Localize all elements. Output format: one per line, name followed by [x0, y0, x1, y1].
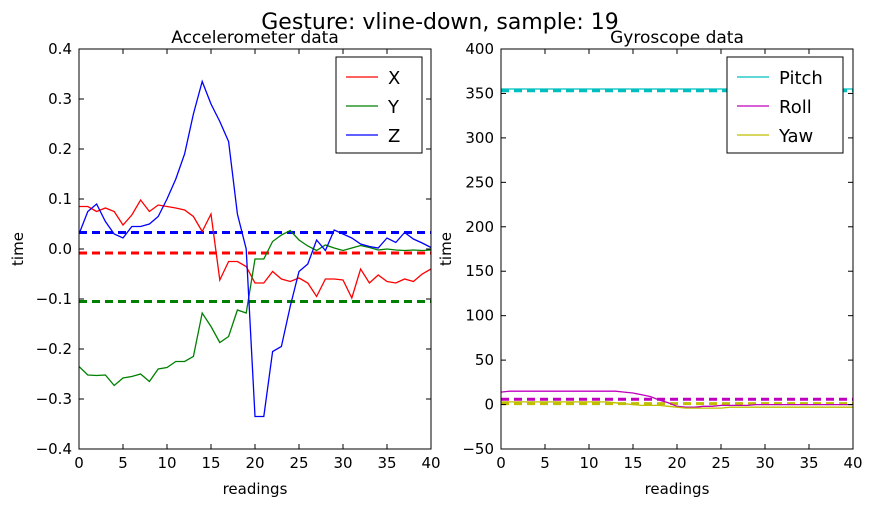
accelerometer-legend-label-x: X	[388, 68, 400, 89]
gyroscope-ytick-label: 250	[465, 173, 494, 191]
gyroscope-xtick-label: 40	[843, 454, 862, 472]
accelerometer-xtick-label: 10	[157, 454, 176, 472]
gyroscope-chart: Gyroscope data readings time 0 5 10 15 20 25 3…	[437, 28, 863, 498]
gyroscope-chart-title: Gyroscope data	[610, 28, 744, 48]
accelerometer-xtick-label: 40	[421, 454, 440, 472]
accelerometer-xtick-label: 15	[201, 454, 220, 472]
gyroscope-xtick-label: 25	[711, 454, 730, 472]
gyroscope-ytick-label: 200	[465, 218, 494, 236]
gyroscope-legend-box	[726, 56, 844, 154]
accelerometer-plot-area	[79, 79, 431, 418]
accelerometer-xtick-label: 5	[118, 454, 128, 472]
accelerometer-legend: XYZ	[335, 56, 423, 154]
accelerometer-xtick-label: 0	[74, 454, 84, 472]
gyroscope-series-line-roll	[501, 390, 853, 408]
gyroscope-legend-label-roll: Roll	[779, 97, 812, 118]
gyroscope-xtick-label: 35	[799, 454, 818, 472]
accelerometer-ylabel: time	[9, 232, 27, 266]
accelerometer-ytick-label: 0.4	[48, 40, 72, 58]
gyroscope-ylabel: time	[437, 232, 455, 266]
gyroscope-ytick-label: 150	[465, 262, 494, 280]
accelerometer-chart-title: Accelerometer data	[171, 28, 339, 48]
gyroscope-xtick-label: 0	[496, 454, 506, 472]
gyroscope-ytick-label: 50	[475, 351, 494, 369]
accelerometer-series-line-y	[79, 229, 431, 387]
accelerometer-ytick-label: −0.3	[36, 390, 72, 408]
gyroscope-legend-label-yaw: Yaw	[778, 126, 813, 147]
figure-suptitle: Gesture: vline-down, sample: 19	[261, 10, 619, 35]
gyroscope-ytick-label: 100	[465, 307, 494, 325]
gyroscope-series-line-yaw	[501, 401, 853, 409]
accelerometer-xlabel: readings	[223, 480, 288, 498]
gyroscope-plot-area	[501, 88, 853, 409]
accelerometer-xtick-label: 35	[377, 454, 396, 472]
accelerometer-xtick-label: 30	[333, 454, 352, 472]
accelerometer-legend-box	[335, 56, 423, 154]
gyroscope-ytick-label: 350	[465, 84, 494, 102]
accelerometer-legend-label-z: Z	[388, 126, 400, 147]
gyroscope-ytick-label: 300	[465, 129, 494, 147]
accelerometer-legend-label-y: Y	[387, 97, 400, 118]
accelerometer-ytick-label: 0.0	[48, 240, 72, 258]
gyroscope-legend: Pitch Roll Yaw	[726, 56, 844, 154]
gyroscope-ytick-label: −50	[462, 440, 494, 458]
gyroscope-xtick-label: 20	[667, 454, 686, 472]
gyroscope-ytick-label: 0	[484, 396, 494, 414]
accelerometer-series-line-x	[79, 198, 431, 300]
accelerometer-ytick-label: −0.1	[36, 290, 72, 308]
accelerometer-ytick-label: 0.3	[48, 90, 72, 108]
gyroscope-xtick-label: 15	[623, 454, 642, 472]
accelerometer-series-line-z	[79, 79, 431, 418]
accelerometer-xtick-label: 25	[289, 454, 308, 472]
accelerometer-ytick-label: 0.2	[48, 140, 72, 158]
gyroscope-legend-label-pitch: Pitch	[779, 68, 823, 89]
gyroscope-ytick-label: 400	[465, 40, 494, 58]
gyroscope-xlabel: readings	[645, 480, 710, 498]
gyroscope-xtick-label: 5	[540, 454, 550, 472]
accelerometer-ytick-label: −0.2	[36, 340, 72, 358]
accelerometer-ytick-label: 0.1	[48, 190, 72, 208]
gyroscope-xtick-label: 30	[755, 454, 774, 472]
gyroscope-xtick-label: 10	[579, 454, 598, 472]
accelerometer-xtick-label: 20	[245, 454, 264, 472]
accelerometer-chart: Accelerometer data readings time 0 5 10 15 2…	[9, 28, 441, 498]
accelerometer-ytick-label: −0.4	[36, 440, 72, 458]
